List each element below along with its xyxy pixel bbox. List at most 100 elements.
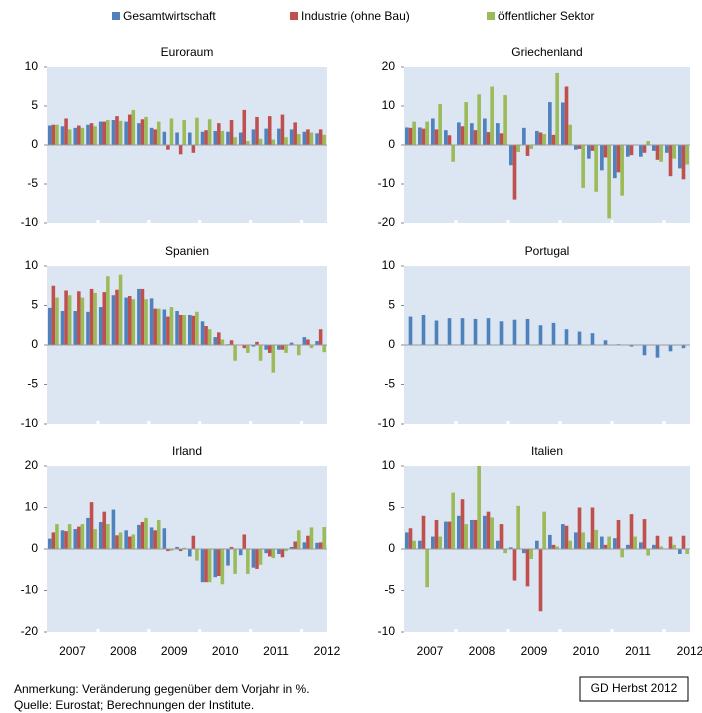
bar: [64, 290, 68, 345]
bar: [509, 547, 513, 549]
bar: [535, 540, 539, 549]
bar: [289, 546, 294, 549]
bar: [538, 549, 543, 612]
bar: [207, 329, 212, 345]
bar: [318, 329, 323, 345]
bar: [431, 118, 435, 145]
bar: [153, 129, 157, 145]
bar: [490, 86, 494, 145]
bar: [681, 345, 686, 349]
bar: [86, 517, 90, 549]
bar: [646, 549, 650, 556]
y-tick-label: -20: [21, 624, 39, 638]
bar: [255, 549, 259, 569]
bar: [681, 145, 686, 180]
bar: [293, 122, 297, 145]
panel-title: Irland: [172, 444, 202, 458]
bar: [188, 132, 192, 145]
bar: [80, 524, 85, 549]
bar: [191, 315, 196, 345]
bar: [242, 534, 247, 549]
legend-label: öffentlicher Sektor: [498, 9, 595, 23]
x-tick-label: 2008: [110, 644, 137, 658]
y-tick-label: 10: [382, 458, 396, 472]
y-tick-label: -5: [27, 176, 38, 190]
y-tick-label: 5: [388, 500, 395, 514]
bar: [561, 524, 565, 549]
bar: [464, 102, 468, 145]
bar: [516, 505, 520, 549]
bar: [535, 130, 539, 145]
bar: [652, 145, 656, 151]
bar: [93, 126, 97, 145]
y-tick-label: 5: [31, 298, 38, 312]
bar: [271, 345, 276, 373]
bar: [496, 540, 500, 549]
bar: [542, 134, 546, 145]
bar: [267, 345, 272, 353]
bar: [89, 288, 94, 345]
bar: [447, 135, 452, 145]
bar: [672, 544, 676, 549]
bar: [564, 525, 569, 549]
bar: [264, 345, 268, 350]
bar: [425, 549, 429, 588]
bar: [178, 314, 183, 345]
bar: [655, 145, 660, 160]
bar: [473, 519, 478, 549]
bar: [457, 515, 461, 549]
bar: [587, 145, 591, 159]
bar: [67, 524, 72, 549]
bar: [64, 531, 68, 549]
y-tick-label: -10: [21, 215, 39, 229]
y-tick-label: 10: [382, 258, 396, 272]
bar: [490, 517, 494, 549]
bar: [306, 339, 310, 345]
badge-box: [579, 676, 689, 702]
bar: [115, 535, 119, 549]
bar: [149, 298, 154, 345]
x-tick-label: 2011: [625, 644, 651, 658]
bar: [131, 534, 136, 549]
bar: [538, 325, 543, 345]
bar: [191, 535, 196, 549]
bar: [685, 549, 689, 554]
bar: [529, 145, 533, 149]
y-tick-label: -10: [378, 624, 396, 638]
y-tick-label: 10: [25, 500, 39, 514]
bar: [284, 137, 288, 145]
bar: [89, 123, 94, 145]
bar: [144, 517, 148, 549]
bar: [178, 549, 183, 552]
bar: [93, 529, 97, 549]
bar: [73, 311, 78, 345]
bar: [302, 542, 307, 549]
bar: [451, 145, 455, 162]
bar: [522, 127, 526, 145]
bar: [551, 322, 556, 345]
bar: [124, 297, 128, 345]
legend-label: Gesamtwirtschaft: [123, 9, 216, 23]
x-tick-label: 2007: [59, 644, 86, 658]
bar: [102, 511, 107, 549]
bar: [642, 345, 647, 356]
x-tick-label: 2009: [161, 644, 188, 658]
bar: [642, 145, 647, 153]
x-tick-label: 2008: [469, 644, 496, 658]
bar: [271, 549, 276, 559]
bar: [246, 345, 250, 353]
bar: [577, 507, 582, 549]
bar: [60, 311, 65, 345]
bar: [137, 123, 141, 145]
bar: [296, 134, 301, 145]
bar: [551, 134, 556, 145]
y-tick-label: -5: [384, 377, 395, 391]
bar: [646, 141, 650, 145]
bar: [289, 129, 294, 145]
bar: [277, 345, 281, 350]
y-tick-label: -20: [378, 215, 396, 229]
bar: [655, 345, 660, 358]
panel-title: Euroraum: [161, 45, 214, 59]
bar: [55, 297, 59, 345]
